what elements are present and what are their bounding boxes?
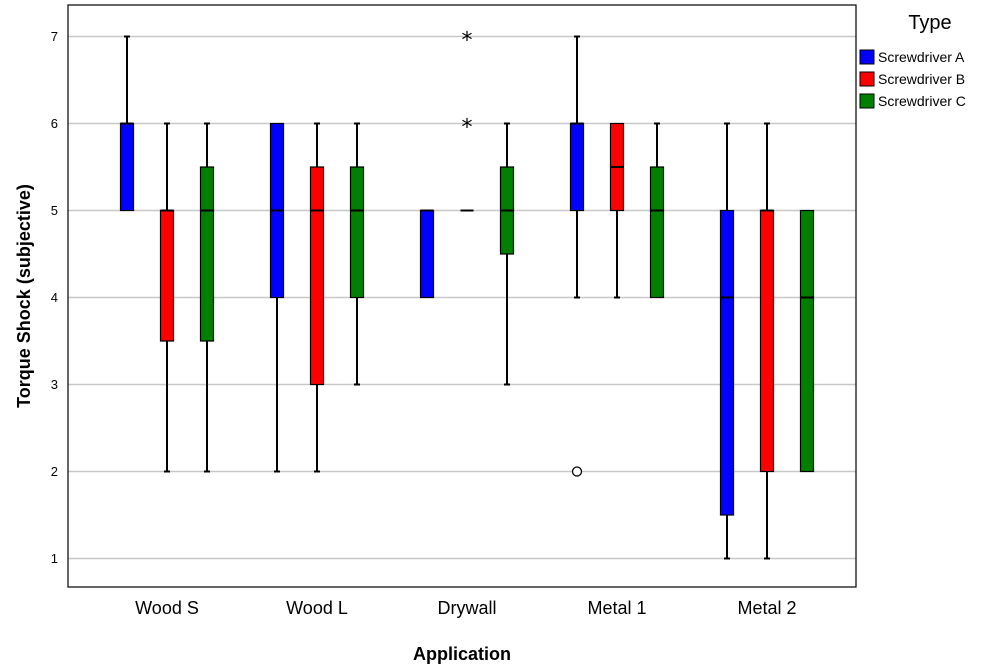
box-screwdriver-c-wood-s [199,122,215,473]
box-screwdriver-c-drywall [499,122,515,386]
legend-title: Type [908,12,951,34]
x-tick-label: Metal 1 [587,598,646,618]
x-tick-label: Wood L [286,598,348,618]
box-screwdriver-c-wood-l [349,122,365,386]
box-screwdriver-a-wood-l [269,122,285,473]
y-tick-label: 3 [51,377,58,392]
box-body [119,122,135,212]
box-screwdriver-b-wood-l [309,122,325,473]
outlier-point [571,466,583,477]
box-body [199,166,215,342]
box-screwdriver-a-drywall [419,209,435,299]
box-screwdriver-b-drywall: ** [460,29,474,212]
box-screwdriver-a-metal-1 [569,35,585,477]
box-body [159,209,175,342]
y-tick-label: 7 [51,29,58,44]
x-tick-label: Drywall [437,598,496,618]
box-screwdriver-c-metal-2 [799,209,815,473]
box-body [569,122,585,212]
y-tick-labels: 1 2 3 4 5 6 7 [51,29,58,566]
y-tick-label: 4 [51,290,58,305]
box-body [419,209,435,299]
legend-label: Screwdriver B [878,71,965,87]
box-body [799,209,815,473]
box-body [759,209,775,473]
legend-label: Screwdriver A [878,49,965,65]
box-screwdriver-b-metal-1 [609,122,625,299]
box-screwdriver-b-metal-2 [759,122,775,560]
x-tick-label: Metal 2 [737,598,796,618]
extreme-point: * [462,116,473,141]
x-axis-title: Application [413,644,511,664]
box-screwdriver-b-wood-s [159,122,175,473]
box-body [309,166,325,386]
box-body [649,166,665,299]
plot-area-frame [67,4,857,588]
y-tick-label: 2 [51,464,58,479]
legend-swatch [859,71,875,87]
legend-swatch [859,93,875,109]
x-tick-labels: Wood S Wood L Drywall Metal 1 Metal 2 [135,598,796,618]
legend-swatch [859,49,875,65]
box-screwdriver-c-metal-1 [649,122,665,299]
x-tick-label: Wood S [135,598,199,618]
box-body [349,166,365,299]
legend-label: Screwdriver C [878,93,966,109]
y-tick-label: 5 [51,203,58,218]
box-screwdriver-a-wood-s [119,35,135,212]
box-body [719,209,735,516]
y-axis-title: Torque Shock (subjective) [14,184,34,408]
y-tick-label: 6 [51,116,58,131]
box-screwdriver-a-metal-2 [719,122,735,560]
extreme-point: * [462,29,473,54]
boxes: ** [119,29,815,560]
legend: Type Screwdriver A Screwdriver B Screwdriv… [859,12,966,109]
y-tick-label: 1 [51,551,58,566]
